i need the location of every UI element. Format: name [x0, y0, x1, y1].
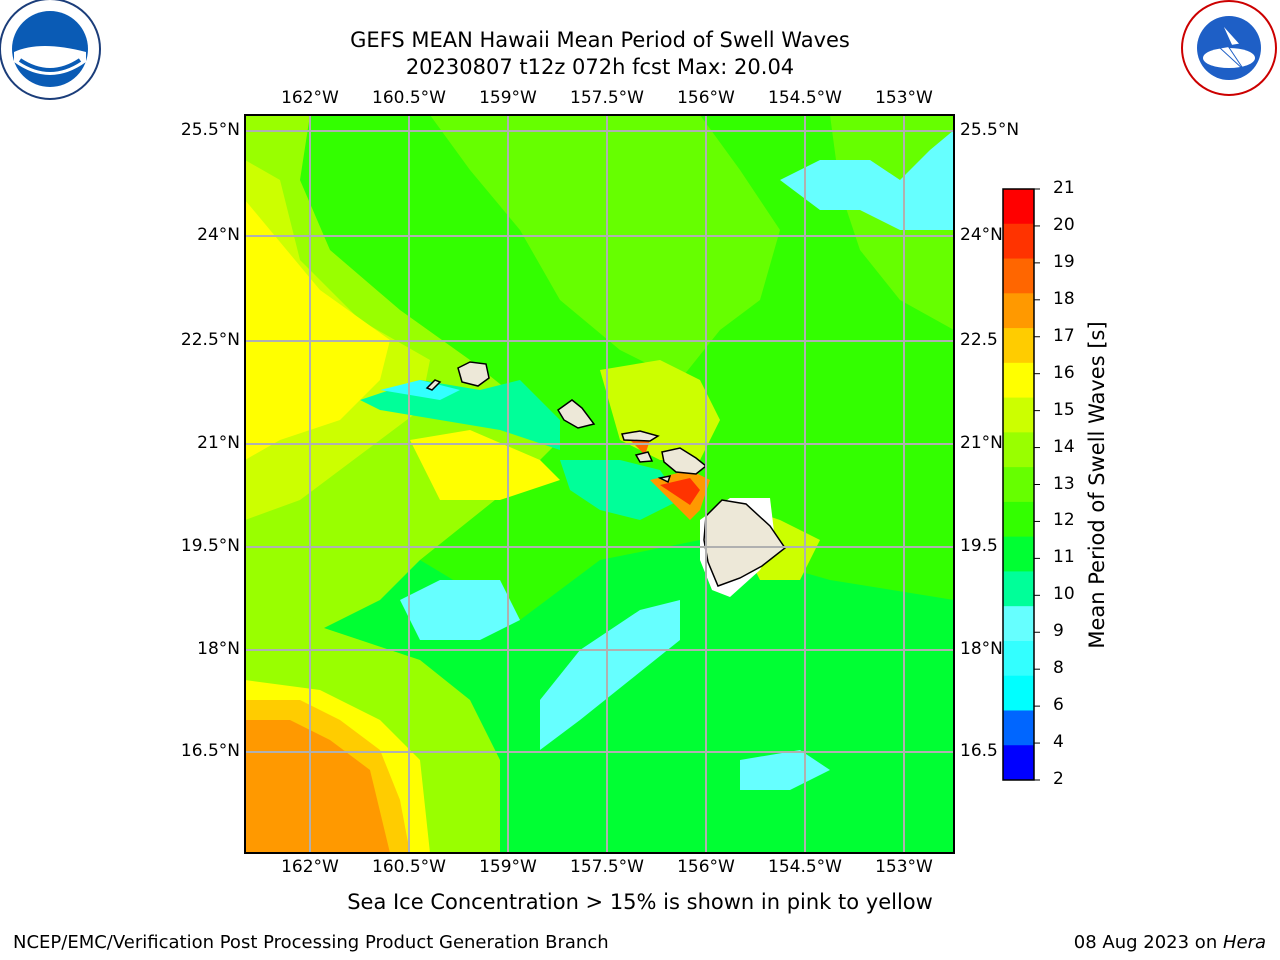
lon-label: 159°W	[458, 88, 558, 108]
colorbar-tick-label: 6	[1053, 695, 1064, 715]
lat-label: 25.5°N	[160, 120, 240, 140]
lon-label: 157.5°W	[557, 857, 657, 877]
lat-label-right: 18°N	[960, 639, 1040, 659]
lat-label: 16.5°N	[160, 741, 240, 761]
footer-right: 08 Aug 2023 on Hera	[1074, 932, 1266, 953]
colorbar-swatch	[1003, 571, 1034, 606]
colorbar-tick-label: 11	[1053, 547, 1075, 567]
colorbar-tick-label: 12	[1053, 510, 1075, 530]
lon-label: 157.5°W	[557, 88, 657, 108]
colorbar-tick-label: 8	[1053, 658, 1064, 678]
lon-label: 156°W	[656, 88, 756, 108]
lat-label: 19.5°N	[160, 536, 240, 556]
colorbar-tick-label: 2	[1053, 769, 1064, 789]
lat-label: 18°N	[160, 639, 240, 659]
colorbar-tick-label: 14	[1053, 437, 1075, 457]
lon-label: 162°W	[260, 857, 360, 877]
lon-label: 156°W	[656, 857, 756, 877]
lat-label: 24°N	[160, 225, 240, 245]
colorbar-swatch	[1003, 502, 1034, 537]
contour-field	[245, 115, 954, 853]
lon-label: 160.5°W	[359, 857, 459, 877]
title-line1: GEFS MEAN Hawaii Mean Period of Swell Wa…	[0, 27, 1200, 53]
colorbar-swatch	[1003, 189, 1034, 224]
lat-label-right: 25.5°N	[960, 120, 1040, 140]
colorbar-swatch	[1003, 467, 1034, 502]
title-line2: 20230807 t12z 072h fcst Max: 20.04	[0, 54, 1200, 80]
lat-label-right: 21°N	[960, 433, 1040, 453]
colorbar-tick-label: 21	[1053, 178, 1075, 198]
colorbar-label: Mean Period of Swell Waves [s]	[1085, 321, 1109, 648]
footer-host: Hera	[1223, 932, 1266, 953]
lon-label: 153°W	[854, 88, 954, 108]
colorbar-tick-label: 16	[1053, 363, 1075, 383]
colorbar-swatch	[1003, 676, 1034, 711]
colorbar-tick-label: 4	[1053, 732, 1064, 752]
lat-label: 22.5°N	[160, 330, 240, 350]
lon-label: 153°W	[854, 857, 954, 877]
lon-label: 160.5°W	[359, 88, 459, 108]
colorbar-tick-label: 13	[1053, 474, 1075, 494]
colorbar	[1003, 189, 1040, 781]
lat-label-right: 24°N	[960, 225, 1040, 245]
colorbar-swatch	[1003, 606, 1034, 641]
colorbar-tick-label: 17	[1053, 326, 1075, 346]
lon-label: 162°W	[260, 88, 360, 108]
lat-label-right: 16.5	[960, 741, 1040, 761]
colorbar-tick-label: 9	[1053, 621, 1064, 641]
colorbar-tick-label: 15	[1053, 400, 1075, 420]
lat-label-right: 19.5	[960, 536, 1040, 556]
lon-label: 159°W	[458, 857, 558, 877]
colorbar-swatch	[1003, 259, 1034, 294]
footer-date: 08 Aug 2023 on	[1074, 932, 1223, 953]
colorbar-tick-label: 18	[1053, 289, 1075, 309]
colorbar-swatch	[1003, 398, 1034, 433]
colorbar-tick-label: 19	[1053, 252, 1075, 272]
colorbar-swatch	[1003, 363, 1034, 398]
lon-label: 154.5°W	[755, 88, 855, 108]
caption: Sea Ice Concentration > 15% is shown in …	[0, 890, 1280, 914]
lat-label: 21°N	[160, 433, 240, 453]
lon-label: 154.5°W	[755, 857, 855, 877]
colorbar-tick-label: 10	[1053, 584, 1075, 604]
colorbar-swatch	[1003, 293, 1034, 328]
lat-label-right: 22.5	[960, 330, 1040, 350]
colorbar-tick-label: 20	[1053, 215, 1075, 235]
footer-left: NCEP/EMC/Verification Post Processing Pr…	[13, 932, 609, 953]
